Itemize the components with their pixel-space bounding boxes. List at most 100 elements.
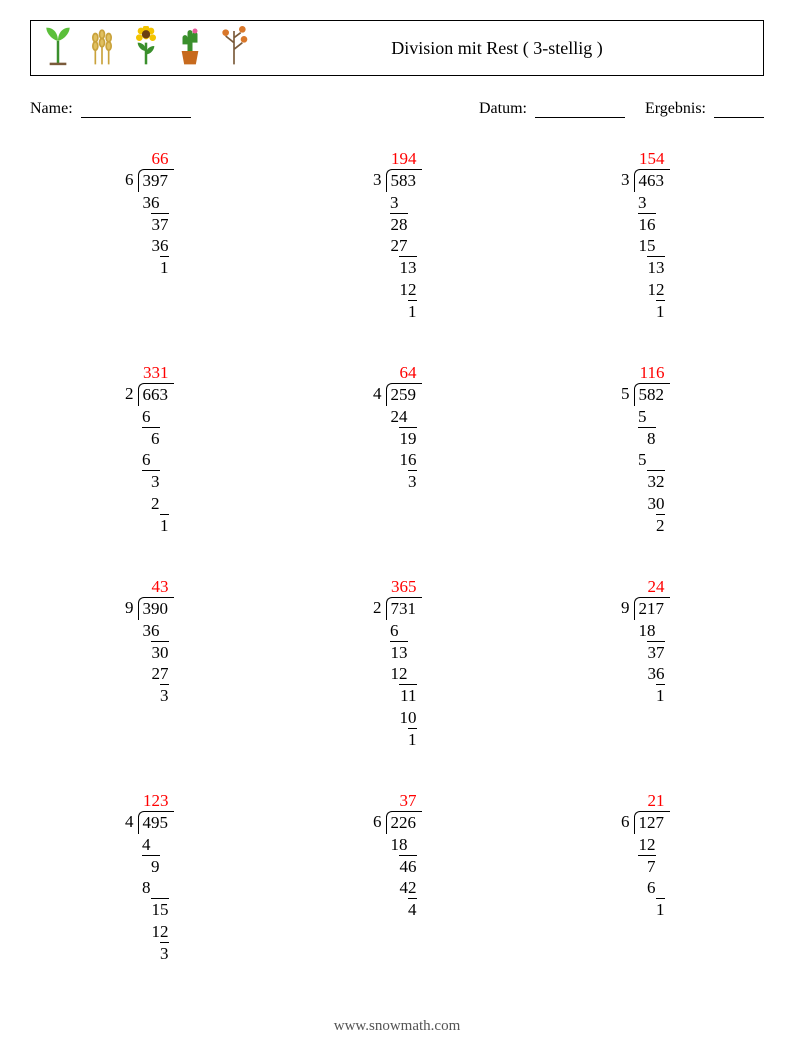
work-step: 3 <box>386 192 417 213</box>
division-line: 5)582 <box>621 383 670 405</box>
work-steps: 6131211101 <box>386 620 417 751</box>
work-step: 15 <box>138 898 169 920</box>
work-step: 30 <box>634 493 665 514</box>
dividend: 217 <box>634 597 670 619</box>
work-step: 28 <box>386 213 417 235</box>
result-blank[interactable] <box>714 103 764 118</box>
work-step: 13 <box>634 256 665 278</box>
division-problem: 3652)7316131211101 <box>373 576 422 750</box>
work-step: 30 <box>138 641 169 663</box>
divisor: 9 <box>125 597 134 619</box>
work-step: 36 <box>138 620 169 641</box>
quotient: 365 <box>386 576 417 597</box>
divisor: 3 <box>373 169 382 191</box>
work-step: 27 <box>138 663 169 684</box>
work-step: 16 <box>386 449 417 470</box>
meta-row: Name: Datum: Ergebnis: <box>30 100 764 118</box>
divisor: 6 <box>373 811 382 833</box>
dividend: 127 <box>634 811 670 833</box>
work-step: 32 <box>634 470 665 492</box>
quotient: 37 <box>386 790 417 811</box>
work-steps: 1837361 <box>634 620 665 707</box>
work-step: 13 <box>386 641 417 663</box>
division-problem: 3312)663666321 <box>125 362 174 536</box>
divisor: 2 <box>125 383 134 405</box>
work-step: 6 <box>386 620 417 641</box>
division-problem: 1165)58258532302 <box>621 362 670 536</box>
division-problem: 376)2261846424 <box>373 790 422 964</box>
quotient: 123 <box>138 790 169 811</box>
work-step: 13 <box>386 256 417 278</box>
work-step: 37 <box>138 213 169 235</box>
worksheet-title: Division mit Rest ( 3-stellig ) <box>251 38 753 59</box>
work-steps: 3161513121 <box>634 192 665 323</box>
problems-grid: 666)39736373611943)58332827131211543)463… <box>30 148 764 964</box>
dividend: 463 <box>634 169 670 191</box>
divisor: 6 <box>621 811 630 833</box>
name-blank[interactable] <box>81 103 191 118</box>
work-step: 5 <box>634 449 665 470</box>
work-step: 36 <box>138 235 169 256</box>
work-step: 1 <box>138 256 169 278</box>
division-line: 4)259 <box>373 383 422 405</box>
division-problem: 216)12712761 <box>621 790 670 964</box>
dividend: 390 <box>138 597 174 619</box>
dividend: 582 <box>634 383 670 405</box>
work-step: 12 <box>138 921 169 942</box>
division-problem: 644)2592419163 <box>373 362 422 536</box>
work-step: 4 <box>386 898 417 920</box>
work-step: 11 <box>386 684 417 706</box>
work-step: 5 <box>634 406 665 427</box>
work-step: 1 <box>386 300 417 322</box>
work-step: 42 <box>386 877 417 898</box>
division-line: 6)127 <box>621 811 670 833</box>
divisor: 3 <box>621 169 630 191</box>
work-step: 46 <box>386 855 417 877</box>
work-step: 8 <box>634 427 665 449</box>
work-step: 6 <box>634 877 665 898</box>
work-step: 6 <box>138 427 169 449</box>
work-steps: 666321 <box>138 406 169 537</box>
work-step: 3 <box>386 470 417 492</box>
wheat-icon <box>85 26 119 71</box>
division-line: 2)663 <box>125 383 174 405</box>
sunflower-icon <box>129 26 163 71</box>
divisor: 4 <box>125 811 134 833</box>
work-step: 12 <box>386 279 417 300</box>
work-step: 1 <box>386 728 417 750</box>
division-line: 3)463 <box>621 169 670 191</box>
work-step: 18 <box>634 620 665 641</box>
header-icons <box>41 26 251 71</box>
work-step: 6 <box>138 449 169 470</box>
cactus-pot-icon <box>173 26 207 71</box>
work-step: 37 <box>634 641 665 663</box>
quotient: 43 <box>138 576 169 597</box>
dividend: 731 <box>386 597 422 619</box>
footer-url: www.snowmath.com <box>0 1018 794 1035</box>
divisor: 5 <box>621 383 630 405</box>
work-step: 2 <box>634 514 665 536</box>
division-problem: 1543)4633161513121 <box>621 148 670 322</box>
work-steps: 2419163 <box>386 406 417 493</box>
work-steps: 58532302 <box>634 406 665 537</box>
division-line: 9)390 <box>125 597 174 619</box>
quotient: 24 <box>634 576 665 597</box>
work-step: 36 <box>138 192 169 213</box>
date-label: Datum: <box>479 100 527 117</box>
dividend: 495 <box>138 811 174 833</box>
work-step: 3 <box>138 470 169 492</box>
work-step: 7 <box>634 855 665 877</box>
quotient: 154 <box>634 148 665 169</box>
result-label: Ergebnis: <box>645 100 706 117</box>
division-problem: 439)3903630273 <box>125 576 174 750</box>
work-step: 4 <box>138 834 169 855</box>
divisor: 9 <box>621 597 630 619</box>
division-line: 3)583 <box>373 169 422 191</box>
work-step: 1 <box>634 300 665 322</box>
quotient: 21 <box>634 790 665 811</box>
date-blank[interactable] <box>535 103 625 118</box>
work-step: 3 <box>138 942 169 964</box>
work-step: 3 <box>634 192 665 213</box>
dividend: 583 <box>386 169 422 191</box>
quotient: 66 <box>138 148 169 169</box>
